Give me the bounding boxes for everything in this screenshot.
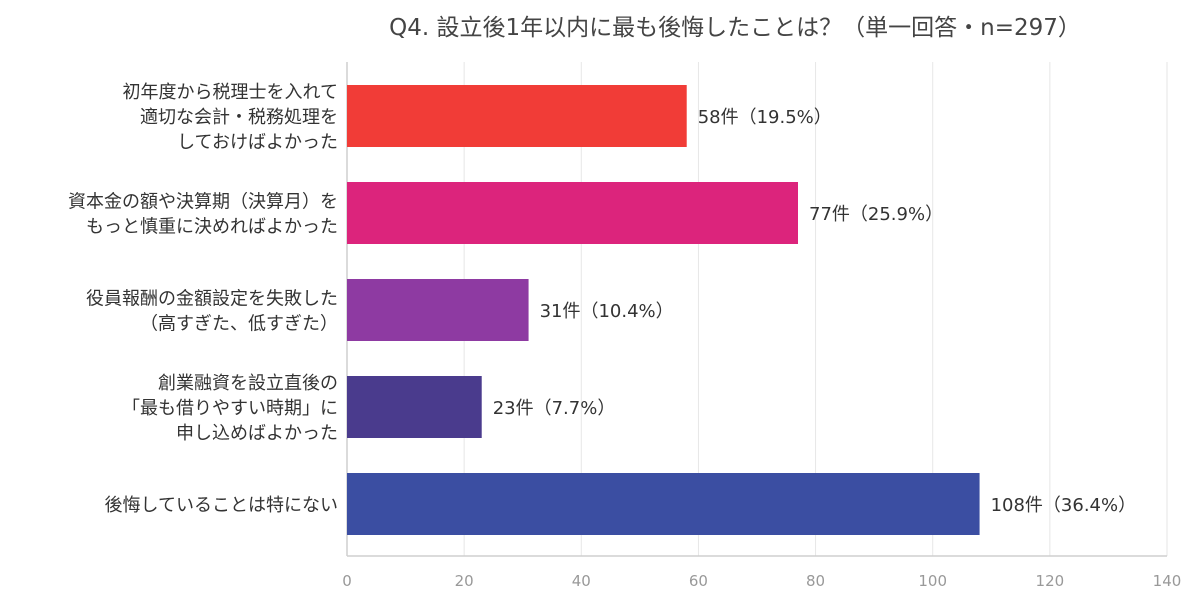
category-label: 資本金の額や決算期（決算月）を <box>68 192 338 213</box>
bar <box>347 473 980 535</box>
category-label: 役員報酬の金額設定を失敗した <box>86 289 338 310</box>
value-label: 31件（10.4%） <box>540 301 674 322</box>
chart-title: Q4. 設立後1年以内に最も後悔したことは？（単一回答・n=297） <box>389 15 1081 41</box>
labels: 0 20 40 60 80 100 120 140 58件（19.5%） 初年度から税理士を入れて… <box>68 82 1181 590</box>
bars <box>347 85 980 535</box>
x-tick-label: 80 <box>806 572 825 590</box>
x-tick-label: 120 <box>1036 572 1065 590</box>
bar <box>347 279 529 341</box>
category-label: 「最も借りやすい時期」に <box>122 398 338 419</box>
bar <box>347 376 482 438</box>
category-label: 後悔していることは特にない <box>105 495 338 516</box>
category-label: もっと慎重に決めればよかった <box>86 217 338 238</box>
x-tick-label: 40 <box>572 572 591 590</box>
category-label: 創業融資を設立直後の <box>158 373 338 394</box>
value-label: 108件（36.4%） <box>991 495 1137 516</box>
category-label: （高すぎた、低すぎた） <box>140 314 338 335</box>
x-tick-label: 100 <box>918 572 947 590</box>
bar <box>347 85 687 147</box>
x-tick-label: 20 <box>455 572 474 590</box>
category-label: 申し込めばよかった <box>176 423 338 444</box>
bar <box>347 182 798 244</box>
x-tick-label: 140 <box>1153 572 1182 590</box>
x-tick-label: 0 <box>342 572 352 590</box>
category-label: 初年度から税理士を入れて <box>123 82 338 103</box>
category-label: しておけばよかった <box>177 132 338 153</box>
x-tick-label: 60 <box>689 572 708 590</box>
category-label: 適切な会計・税務処理を <box>140 107 338 128</box>
value-label: 58件（19.5%） <box>698 107 832 128</box>
value-label: 77件（25.9%） <box>809 204 943 225</box>
value-label: 23件（7.7%） <box>493 398 616 419</box>
